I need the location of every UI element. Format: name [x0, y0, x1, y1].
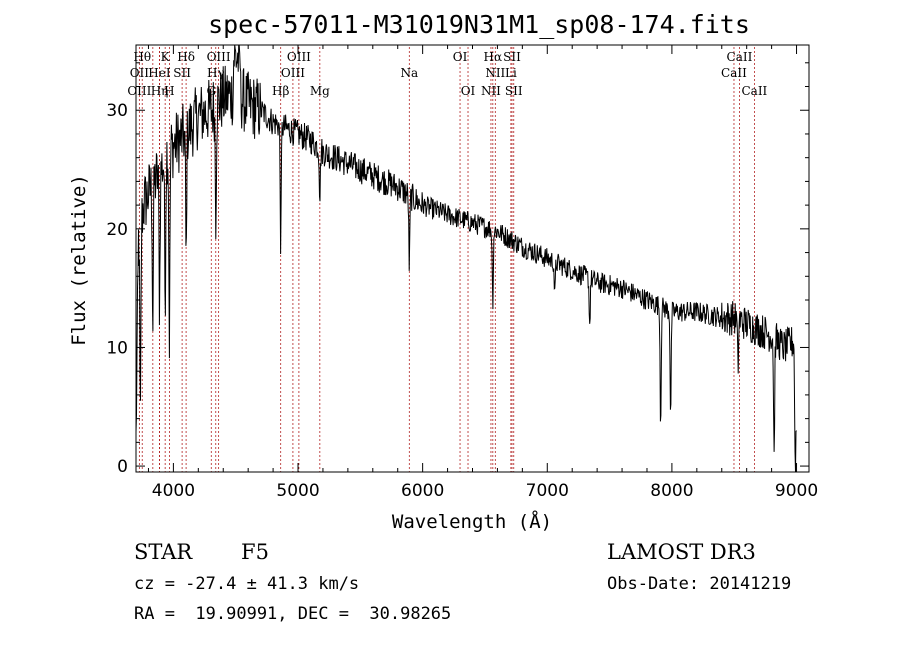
- chart-title: spec-57011-M31019N31M1_sp08-174.fits: [208, 10, 750, 39]
- line-label: OI: [453, 50, 468, 64]
- line-label: Hθ: [133, 50, 151, 64]
- y-axis-ticks: 0 10 20 30: [106, 62, 809, 477]
- x-tick-label: 7000: [526, 481, 569, 501]
- line-label: HeI: [148, 66, 171, 80]
- x-axis-ticks: 4000 5000 6000 7000 8000 9000: [147, 45, 818, 501]
- survey-name: LAMOST DR3: [607, 540, 756, 564]
- x-tick-label: 6000: [401, 481, 444, 501]
- line-label: CaII: [727, 50, 753, 64]
- spectrum-chart: spec-57011-M31019N31M1_sp08-174.fits Hθ O…: [68, 10, 818, 533]
- line-label: NII: [481, 84, 501, 98]
- line-label: CaII: [741, 84, 767, 98]
- object-class: STAR: [134, 540, 193, 564]
- line-label: Li: [505, 66, 517, 80]
- line-label: OIII: [207, 50, 231, 64]
- line-label: OI: [461, 84, 476, 98]
- line-label: OIII: [287, 50, 311, 64]
- x-tick-label: 4000: [152, 481, 195, 501]
- y-tick-label: 30: [106, 101, 128, 121]
- redshift-readout: cz = -27.4 ± 41.3 km/s: [134, 574, 360, 594]
- plot-frame: [135, 44, 810, 473]
- line-label: SII: [173, 66, 191, 80]
- coordinates-readout: RA = 19.90991, DEC = 30.98265: [134, 604, 452, 624]
- line-label: SII: [505, 84, 523, 98]
- line-label: SII: [503, 50, 521, 64]
- line-label: Na: [400, 66, 418, 80]
- x-axis-label: Wavelength (Å): [392, 510, 552, 533]
- line-label: NII: [485, 66, 505, 80]
- x-tick-label: 8000: [650, 481, 693, 501]
- observation-date: Obs-Date: 20141219: [607, 574, 792, 594]
- x-tick-label: 9000: [775, 481, 818, 501]
- line-label: Mg: [310, 84, 330, 98]
- line-label: Hβ: [272, 84, 289, 98]
- line-label: Hα: [484, 50, 503, 64]
- spectrum-trace: [135, 44, 797, 473]
- x-tick-label: 5000: [276, 481, 319, 501]
- line-label: Hδ: [177, 50, 195, 64]
- y-tick-label: 10: [106, 338, 128, 358]
- line-label: H: [164, 84, 174, 98]
- line-label: Hη: [151, 84, 169, 98]
- y-axis-label: Flux (relative): [68, 174, 90, 346]
- y-tick-label: 0: [117, 457, 128, 477]
- line-label: OIII: [281, 66, 305, 80]
- spectral-subclass: F5: [241, 540, 269, 564]
- line-label: OII: [130, 66, 150, 80]
- y-tick-label: 20: [106, 220, 128, 240]
- line-label: OIII: [127, 84, 151, 98]
- line-label: CaII: [721, 66, 747, 80]
- line-label: K: [161, 50, 171, 64]
